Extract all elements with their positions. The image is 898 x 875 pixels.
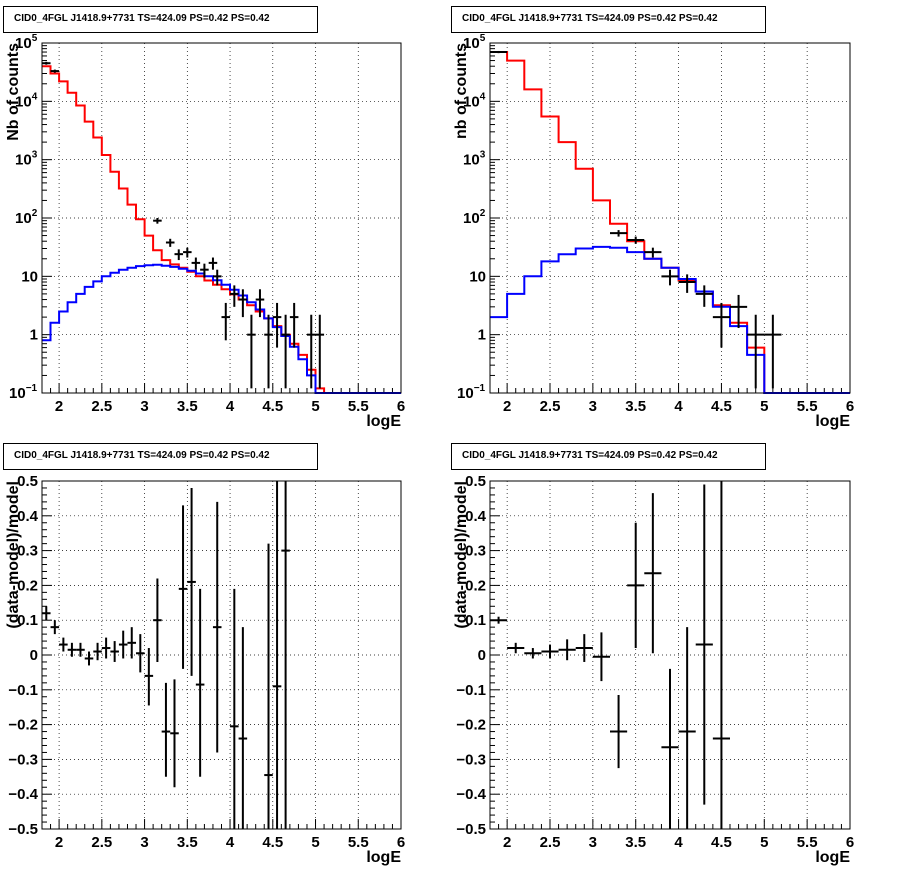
y-tick-label: 10 (21, 268, 38, 285)
x-axis-label: logE (366, 849, 401, 866)
y-tick-label: 103 (463, 150, 486, 169)
y-tick-label: −0.4 (8, 786, 38, 803)
x-tick-label: 3.5 (177, 834, 198, 851)
x-tick-label: 2 (55, 398, 63, 415)
x-tick-label: 4.5 (711, 834, 732, 851)
x-tick-label: 4.5 (262, 398, 283, 415)
y-tick-label: 105 (463, 33, 486, 52)
x-tick-label: 2 (503, 834, 511, 851)
y-axis-label: nb of counts (453, 43, 470, 139)
y-axis-label: Nb of counts (5, 43, 22, 141)
x-tick-label: 4 (226, 398, 235, 415)
x-tick-label: 4.5 (711, 398, 732, 415)
y-axis-label: (data-model)/model (5, 481, 22, 629)
x-axis-label: logE (366, 413, 401, 430)
y-tick-label: 0.3 (17, 543, 38, 560)
x-axis-label: logE (815, 413, 850, 430)
y-tick-label: 10−1 (9, 383, 38, 402)
y-tick-label: 102 (15, 208, 38, 227)
y-tick-label: 0 (30, 647, 38, 664)
x-tick-label: 5 (760, 398, 768, 415)
y-tick-label: −0.4 (456, 786, 486, 803)
x-tick-label: 5 (311, 834, 319, 851)
y-tick-label: 102 (463, 208, 486, 227)
y-tick-label: 0.1 (17, 612, 38, 629)
x-axis-label: logE (815, 849, 850, 866)
x-tick-label: 2.5 (540, 834, 561, 851)
y-tick-label: 10−1 (457, 383, 486, 402)
y-tick-label: 0.5 (17, 473, 38, 490)
x-tick-label: 5 (760, 834, 768, 851)
x-tick-label: 2 (503, 398, 511, 415)
y-axis-label: (data-model)/model (453, 481, 470, 629)
y-tick-label: 0.5 (465, 473, 486, 490)
y-tick-label: 0.3 (465, 543, 486, 560)
y-tick-label: 0.2 (465, 577, 486, 594)
plot-frame (41, 480, 402, 830)
y-tick-label: 0 (478, 647, 486, 664)
x-tick-label: 6 (846, 834, 854, 851)
chart-residual-left: 2 2.5 3 3.5 4 4.5 5 5.5 6 −0.5 −0.4 −0.3 −0.2 −0.1 0 0.… (5, 473, 405, 866)
plot-frame (489, 42, 851, 394)
x-tick-label: 3 (140, 398, 148, 415)
plot-frame (489, 480, 851, 830)
x-tick-label: 5.5 (797, 398, 818, 415)
x-tick-label: 6 (846, 398, 854, 415)
y-tick-label: 10 (469, 268, 486, 285)
plot-frame (41, 42, 402, 394)
x-tick-label: 4 (226, 834, 235, 851)
chart-residual-right: 2 2.5 3 3.5 4 4.5 5 5.5 6 −0.5 −0.4 −0.3 −0.2 −0.1 0 0.… (453, 473, 854, 866)
x-tick-label: 5 (311, 398, 319, 415)
y-tick-label: 0.2 (17, 577, 38, 594)
series-total-model (490, 51, 850, 394)
y-tick-label: 105 (15, 33, 38, 52)
x-tick-label: 3.5 (625, 834, 646, 851)
series-source-model (42, 263, 401, 394)
title-counts-right: CID0_4FGL J1418.9+7731 TS=424.09 PS=0.42… (451, 6, 766, 33)
y-tick-label: 103 (15, 150, 38, 169)
y-tick-label: −0.3 (8, 751, 38, 768)
y-tick-label: 0.4 (17, 508, 39, 525)
y-tick-label: 1 (30, 327, 38, 344)
title-residual-left: CID0_4FGL J1418.9+7731 TS=424.09 PS=0.42… (3, 443, 318, 470)
y-tick-label: −0.1 (456, 682, 486, 699)
y-tick-label: 104 (15, 91, 38, 110)
x-tick-label: 5.5 (348, 398, 369, 415)
title-counts-left: CID0_4FGL J1418.9+7731 TS=424.09 PS=0.42… (3, 6, 318, 33)
x-tick-label: 6 (397, 834, 405, 851)
y-tick-label: −0.5 (8, 821, 38, 838)
y-tick-label: 1 (478, 327, 486, 344)
chart-counts-left: 2 2.5 3 3.5 4 4.5 5 5.5 6 10−1 1 10 102 103 104 105 logE… (5, 33, 405, 430)
y-tick-label: −0.5 (456, 821, 486, 838)
x-tick-label: 5.5 (797, 834, 818, 851)
title-residual-right: CID0_4FGL J1418.9+7731 TS=424.09 PS=0.42… (451, 443, 766, 470)
chart-counts-right: 2 2.5 3 3.5 4 4.5 5 5.5 6 10−1 1 10 102 103 104 105 logE… (453, 33, 854, 430)
x-tick-label: 6 (397, 398, 405, 415)
y-tick-label: −0.1 (8, 682, 38, 699)
x-tick-label: 4 (674, 398, 683, 415)
series-source-model (490, 245, 850, 394)
y-tick-label: 0.1 (465, 612, 486, 629)
x-tick-label: 2.5 (91, 398, 112, 415)
y-tick-label: 0.4 (465, 508, 487, 525)
x-tick-label: 4.5 (262, 834, 283, 851)
series-total-model (42, 65, 401, 394)
x-tick-label: 3 (140, 834, 148, 851)
x-tick-label: 2 (55, 834, 63, 851)
x-tick-label: 4 (674, 834, 683, 851)
x-tick-label: 3 (589, 834, 597, 851)
x-tick-label: 5.5 (348, 834, 369, 851)
y-tick-label: −0.3 (456, 751, 486, 768)
x-tick-label: 3.5 (625, 398, 646, 415)
x-tick-label: 2.5 (540, 398, 561, 415)
y-tick-label: 104 (463, 91, 486, 110)
y-tick-label: −0.2 (8, 717, 38, 734)
x-tick-label: 2.5 (91, 834, 112, 851)
x-tick-label: 3.5 (177, 398, 198, 415)
y-tick-label: −0.2 (456, 717, 486, 734)
x-tick-label: 3 (589, 398, 597, 415)
